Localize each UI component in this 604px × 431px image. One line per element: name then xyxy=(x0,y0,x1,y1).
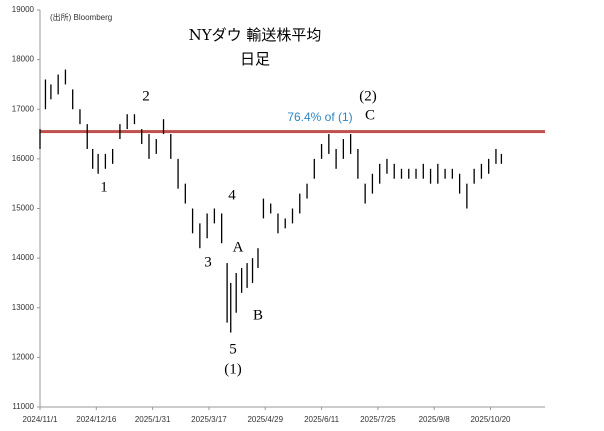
chart-subtitle: 日足 xyxy=(240,50,270,68)
y-tick-label: 18000 xyxy=(12,55,35,64)
reference-line xyxy=(40,130,545,134)
x-tick-label: 2025/3/17 xyxy=(191,415,227,424)
annotation: C xyxy=(365,107,375,123)
annotation: (1) xyxy=(224,361,242,377)
x-tick-label: 2025/4/29 xyxy=(247,415,283,424)
y-tick-label: 16000 xyxy=(12,154,35,163)
x-tick-label: 2025/1/31 xyxy=(135,415,171,424)
reference-label: 76.4% of (1) xyxy=(287,110,352,124)
annotation: 2 xyxy=(142,88,150,104)
y-tick-label: 19000 xyxy=(12,5,35,14)
x-tick-label: 2024/11/1 xyxy=(23,415,59,424)
annotation: 1 xyxy=(100,179,108,195)
annotation: 5 xyxy=(229,341,237,357)
chart-title: NYダウ 輸送株平均 xyxy=(189,26,322,44)
x-tick-label: 2024/12/16 xyxy=(76,415,117,424)
y-tick-label: 17000 xyxy=(12,104,35,113)
source: (出所) Bloomberg xyxy=(50,12,112,22)
annotation: B xyxy=(253,307,263,323)
annotation: A xyxy=(233,239,244,255)
x-tick-label: 2025/7/25 xyxy=(360,415,396,424)
annotation: 3 xyxy=(204,254,212,270)
y-tick-label: 11000 xyxy=(12,402,34,411)
annotation: 4 xyxy=(228,187,236,203)
x-tick-label: 2025/10/20 xyxy=(470,415,511,424)
x-tick-label: 2025/9/8 xyxy=(419,415,451,424)
y-tick-label: 13000 xyxy=(12,303,35,312)
y-tick-label: 12000 xyxy=(12,352,35,361)
y-tick-label: 14000 xyxy=(12,253,35,262)
annotation: (2) xyxy=(359,88,377,104)
x-tick-label: 2025/6/11 xyxy=(304,415,340,424)
y-tick-label: 15000 xyxy=(12,204,35,213)
